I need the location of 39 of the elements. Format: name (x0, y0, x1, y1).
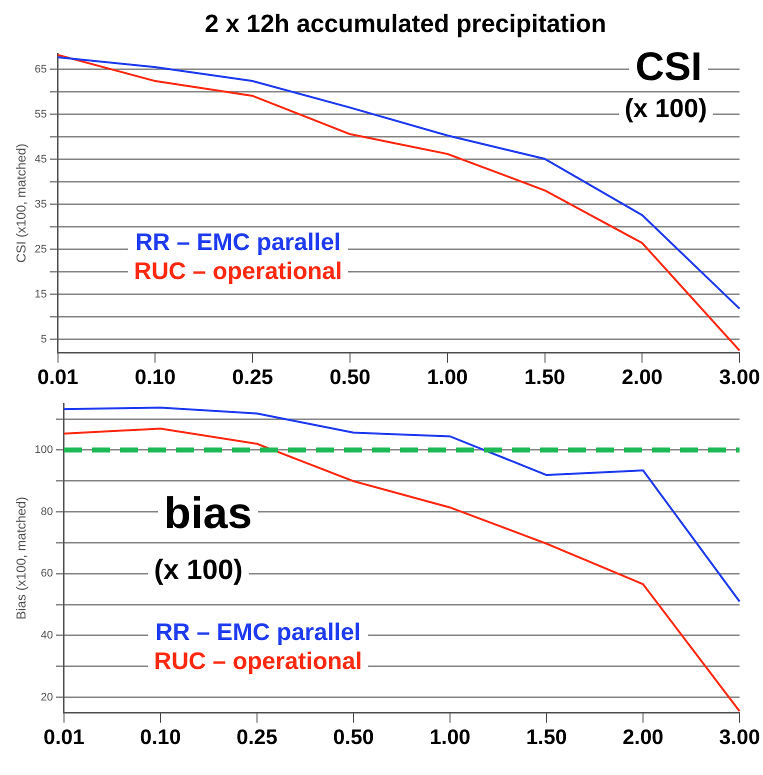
text: RR – EMC parallel (134, 229, 342, 258)
y-tick-label: 55 (34, 108, 47, 120)
x-tick-label: 1.00 (426, 366, 468, 390)
y-tick-label: 45 (34, 153, 47, 166)
annotation: CSI (629, 44, 708, 90)
y-axis-title: CSI (x100, matched) (13, 144, 28, 263)
annotation: (x 100) (148, 554, 249, 586)
y-tick-label: 40 (40, 630, 53, 642)
y-tick-label: 35 (34, 198, 47, 210)
y-tick-label: 15 (34, 288, 47, 300)
x-tick-label: 3.00 (719, 366, 760, 390)
annotation: (x 100) (618, 93, 713, 124)
chart-title: 2 x 12h accumulated precipitation (204, 9, 608, 40)
annotation: bias (158, 489, 258, 540)
x-tick-label: 0.50 (330, 366, 370, 390)
y-tick-label: 100 (34, 444, 53, 456)
x-tick-label: 0.10 (134, 366, 176, 390)
y-tick-label: 20 (40, 691, 53, 704)
y-axis-title: Bias (x100, matched) (13, 496, 28, 620)
x-tick-label: 1.00 (430, 726, 470, 750)
text: RUC – operational (154, 648, 362, 677)
text: RR – EMC parallel (154, 619, 362, 648)
y-tick-label: 65 (34, 63, 47, 76)
x-tick-label: 1.50 (526, 726, 567, 750)
x-tick-label: 0.50 (333, 726, 374, 750)
x-tick-label: 2.00 (622, 726, 664, 750)
y-tick-label: 80 (40, 506, 53, 518)
x-tick-label: 2.00 (622, 366, 663, 390)
x-tick-label: 0.25 (232, 366, 274, 390)
y-tick-label: 60 (40, 568, 53, 580)
y-tick-label: 5 (40, 333, 47, 346)
text: RUC – operational (134, 258, 342, 287)
x-tick-label: 0.25 (236, 726, 278, 750)
y-tick-label: 25 (34, 243, 47, 256)
x-tick-label: 0.10 (140, 726, 181, 750)
x-tick-label: 1.50 (524, 366, 566, 390)
x-tick-label: 3.00 (719, 726, 760, 750)
x-tick-label: 0.01 (44, 726, 85, 750)
x-tick-label: 0.01 (37, 366, 79, 390)
